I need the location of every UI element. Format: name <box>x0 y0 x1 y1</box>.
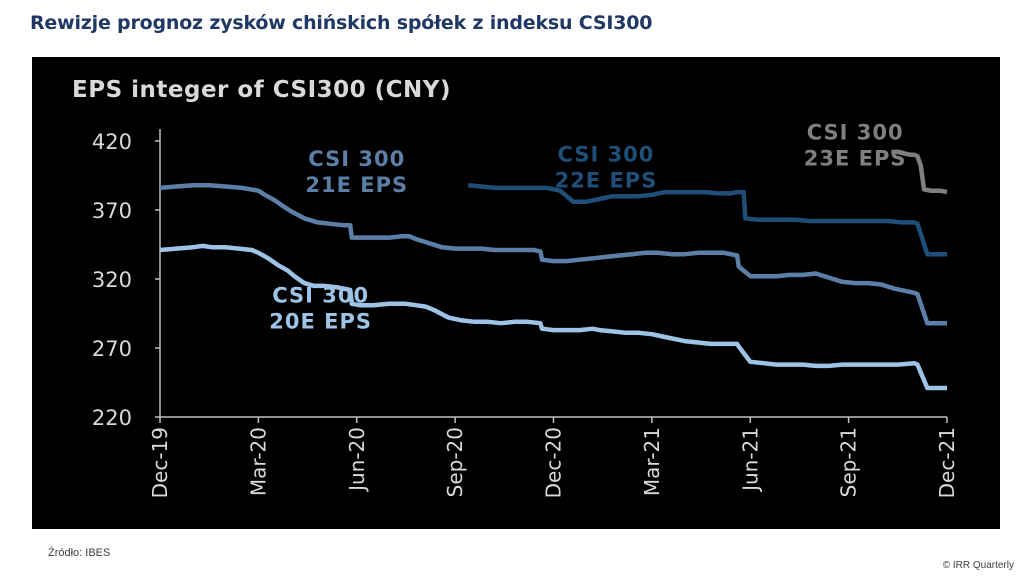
series-label-0: 20E EPS <box>269 309 372 333</box>
series-label-3: CSI 300 <box>807 121 904 145</box>
chart-axes: 420 370 320 270 220 Dec-19 Mar-20 Jun-20 Sep-20 D… <box>92 129 959 498</box>
y-tick-label: 270 <box>92 337 132 361</box>
series-line-0 <box>159 243 947 391</box>
series-line-2 <box>467 182 947 257</box>
x-tick-label: Dec-19 <box>148 427 172 498</box>
x-tick-label: Dec-20 <box>542 427 566 498</box>
series-label-1: CSI 300 <box>308 147 405 171</box>
y-tick-label: 220 <box>92 406 132 430</box>
copyright-note: © IRR Quarterly <box>942 560 1014 571</box>
chart-title: EPS integer of CSI300 (CNY) <box>72 77 451 103</box>
series-label-2: CSI 300 <box>558 143 655 167</box>
series-label-1: 21E EPS <box>305 173 408 197</box>
x-tick-label: Jun-20 <box>345 427 369 493</box>
x-tick-label: Jun-21 <box>738 427 762 493</box>
x-tick-label: Sep-21 <box>837 427 861 497</box>
series-label-0: CSI 300 <box>272 283 369 307</box>
chart-series-lines <box>159 149 948 391</box>
series-label-2: 22E EPS <box>555 169 658 193</box>
x-tick-label: Dec-21 <box>935 427 959 498</box>
series-line-1 <box>159 182 947 326</box>
x-tick-label: Mar-21 <box>640 427 664 496</box>
page-title: Rewizje prognoz zysków chińskich spółek … <box>30 12 653 34</box>
series-label-3: 23E EPS <box>804 147 907 171</box>
eps-line-chart: EPS integer of CSI300 (CNY) 420 370 320 270… <box>72 77 959 498</box>
y-tick-label: 320 <box>92 268 132 292</box>
y-tick-label: 370 <box>92 199 132 223</box>
source-note: Źródło: IBES <box>48 547 111 559</box>
chart-panel: EPS integer of CSI300 (CNY) 420 370 320 270… <box>32 57 1000 529</box>
x-tick-label: Mar-20 <box>246 427 270 496</box>
series-line-3 <box>891 149 948 195</box>
y-tick-label: 420 <box>92 130 132 154</box>
x-tick-label: Sep-20 <box>443 427 467 497</box>
